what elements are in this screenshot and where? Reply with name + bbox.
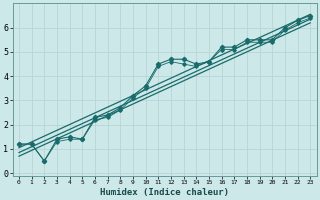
X-axis label: Humidex (Indice chaleur): Humidex (Indice chaleur) xyxy=(100,188,229,197)
